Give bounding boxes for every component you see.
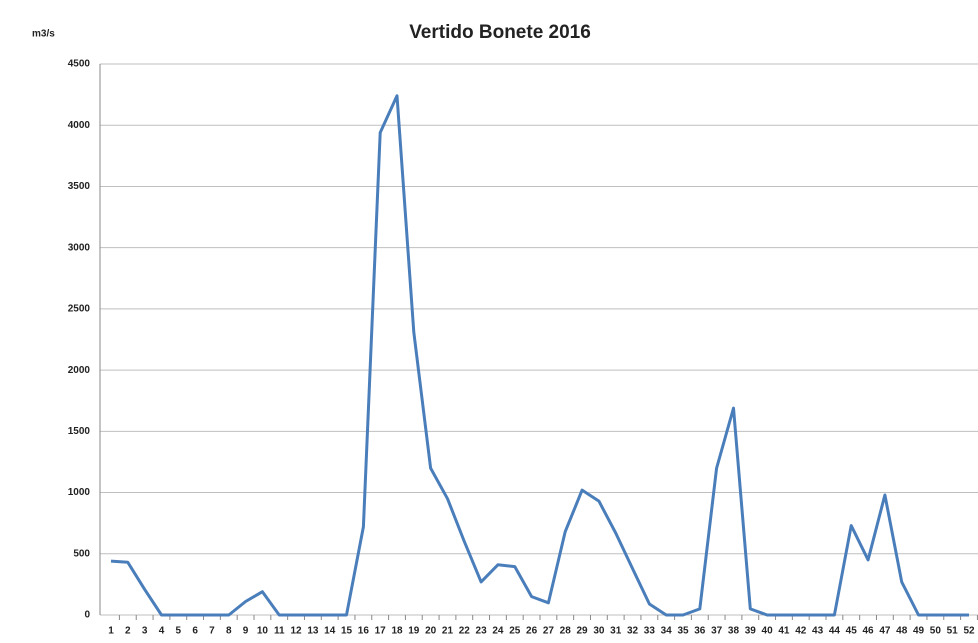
x-tick-label: 17 [375, 626, 387, 637]
x-tick-label: 51 [947, 626, 959, 637]
x-tick-label: 49 [913, 626, 925, 637]
y-axis-label: m3/s [32, 29, 55, 40]
y-tick-label: 1000 [68, 487, 91, 498]
data-line [110, 94, 969, 617]
x-tick-label: 7 [209, 626, 215, 637]
x-tick-label: 27 [543, 626, 555, 637]
x-tick-label: 18 [391, 626, 403, 637]
x-tick-label: 2 [125, 626, 131, 637]
x-tick-label: 39 [745, 626, 757, 637]
x-tick-label: 28 [560, 626, 572, 637]
y-tick-label: 3000 [68, 242, 91, 253]
x-tick-label: 1 [108, 626, 114, 637]
x-tick-label: 16 [358, 626, 370, 637]
x-tick-label: 20 [425, 626, 437, 637]
y-tick-label: 1500 [68, 426, 91, 437]
x-tick-label: 24 [492, 626, 504, 637]
y-tick-label: 4000 [68, 120, 91, 131]
x-tick-label: 34 [661, 626, 673, 637]
x-tick-label: 11 [274, 626, 285, 637]
x-tick-label: 9 [243, 626, 249, 637]
x-tick-label: 12 [290, 626, 302, 637]
x-tick-label: 22 [459, 626, 471, 637]
x-tick-label: 35 [677, 626, 689, 637]
y-tick-label: 0 [84, 610, 90, 621]
chart-title: Vertido Bonete 2016 [409, 22, 591, 43]
y-tick-label: 2000 [68, 365, 91, 376]
x-tick-label: 44 [829, 626, 841, 637]
x-tick-label: 26 [526, 626, 538, 637]
x-tick-label: 10 [257, 626, 269, 637]
x-tick-label: 45 [846, 626, 858, 637]
x-tick-label: 36 [694, 626, 706, 637]
x-tick-label: 52 [963, 626, 975, 637]
x-tick-label: 38 [728, 626, 740, 637]
x-tick-label: 37 [711, 626, 723, 637]
x-tick-label: 31 [610, 626, 622, 637]
x-tick-label: 50 [930, 626, 942, 637]
x-tick-label: 41 [778, 626, 790, 637]
x-tick-label: 21 [442, 626, 454, 637]
x-tick-label: 5 [176, 626, 182, 637]
x-tick-label: 32 [627, 626, 639, 637]
x-tick-label: 14 [324, 626, 336, 637]
y-tick-label: 500 [73, 548, 90, 559]
x-tick-label: 6 [192, 626, 198, 637]
x-tick-label: 23 [476, 626, 488, 637]
x-tick-label: 30 [593, 626, 605, 637]
x-tick-label: 8 [226, 626, 232, 637]
x-tick-label: 15 [341, 626, 353, 637]
y-tick-label: 4500 [68, 59, 91, 70]
x-tick-label: 4 [159, 626, 165, 637]
x-tick-label: 43 [812, 626, 824, 637]
x-tick-label: 47 [879, 626, 891, 637]
y-tick-label: 2500 [68, 304, 91, 315]
x-tick-label: 42 [795, 626, 807, 637]
x-tick-label: 25 [509, 626, 521, 637]
x-tick-label: 33 [644, 626, 656, 637]
x-tick-label: 13 [307, 626, 319, 637]
x-tick-label: 19 [408, 626, 420, 637]
x-tick-label: 40 [762, 626, 774, 637]
y-tick-label: 3500 [68, 181, 91, 192]
x-tick-label: 46 [862, 626, 874, 637]
x-tick-label: 48 [896, 626, 908, 637]
x-tick-label: 3 [142, 626, 148, 637]
x-tick-label: 29 [576, 626, 588, 637]
